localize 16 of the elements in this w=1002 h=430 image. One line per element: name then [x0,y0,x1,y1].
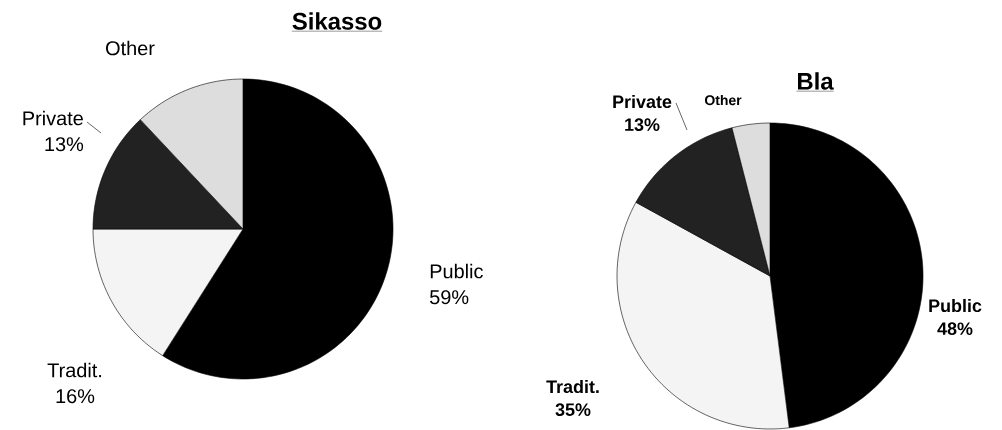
chart-title: Sikasso [292,12,382,30]
data-label: 16% [56,389,95,404]
slice-label: Tradit. [546,379,599,394]
data-label: 35% [555,403,591,417]
slice-label: Private [23,110,83,126]
chart-title: Bla [798,72,834,90]
data-label: 13% [45,137,84,152]
slice-label: Public [929,298,982,313]
slice-label: Public [430,263,483,279]
slice-label: Private [613,94,672,109]
slice-label: Other [106,40,155,56]
data-label: 13% [625,118,660,132]
data-label: 48% [937,322,973,336]
slice-label: Other [704,94,742,106]
slice-label: Tradit. [47,362,102,378]
data-label: 59% [430,290,469,305]
